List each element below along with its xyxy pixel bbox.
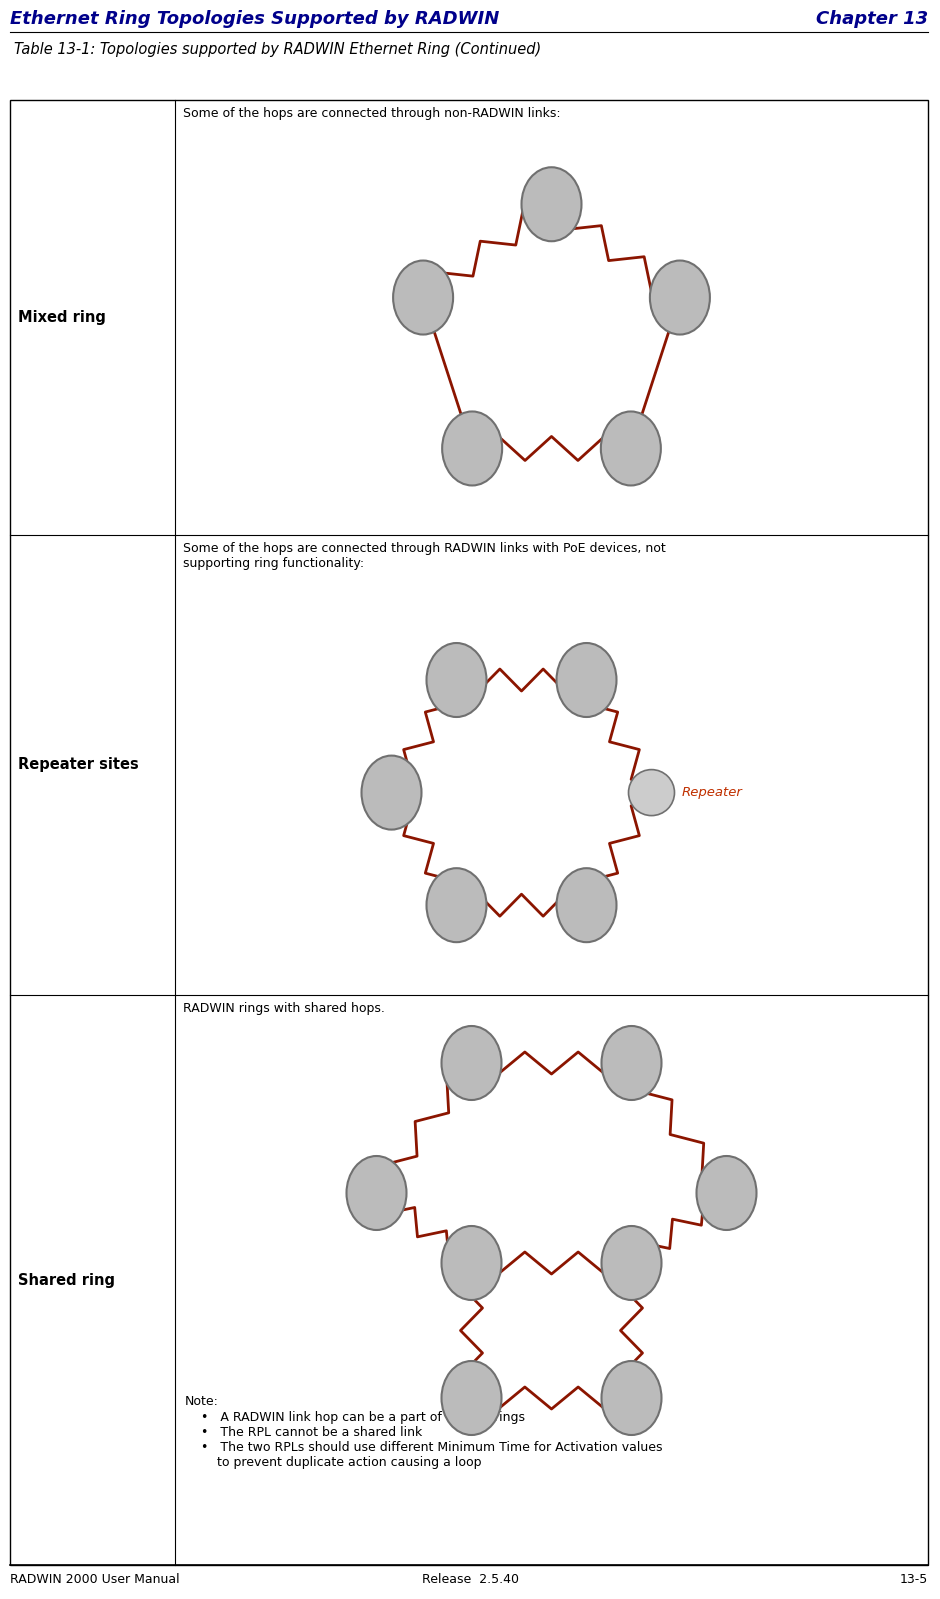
Text: 13-5: 13-5 xyxy=(900,1573,928,1586)
Ellipse shape xyxy=(427,868,487,942)
Ellipse shape xyxy=(442,411,502,486)
Text: Shared ring: Shared ring xyxy=(18,1273,115,1287)
Text: •   A RADWIN link hop can be a part of up to 4 rings: • A RADWIN link hop can be a part of up … xyxy=(185,1410,525,1425)
Text: Repeater sites: Repeater sites xyxy=(18,758,139,772)
Text: RADWIN rings with shared hops.: RADWIN rings with shared hops. xyxy=(183,1003,384,1015)
Ellipse shape xyxy=(442,1226,502,1300)
Text: Some of the hops are connected through non-RADWIN links:: Some of the hops are connected through n… xyxy=(183,107,560,120)
Ellipse shape xyxy=(602,1361,662,1434)
Ellipse shape xyxy=(347,1156,406,1230)
Ellipse shape xyxy=(393,261,453,334)
Ellipse shape xyxy=(556,868,617,942)
Text: Chapter 13: Chapter 13 xyxy=(816,10,928,29)
Text: Release  2.5.40: Release 2.5.40 xyxy=(421,1573,519,1586)
Text: •   The two RPLs should use different Minimum Time for Activation values: • The two RPLs should use different Mini… xyxy=(185,1441,663,1453)
Text: •   The RPL cannot be a shared link: • The RPL cannot be a shared link xyxy=(185,1426,422,1439)
Text: Some of the hops are connected through RADWIN links with PoE devices, not
suppor: Some of the hops are connected through R… xyxy=(183,542,666,569)
Ellipse shape xyxy=(442,1361,502,1434)
Ellipse shape xyxy=(601,411,661,486)
Text: Ethernet Ring Topologies Supported by RADWIN: Ethernet Ring Topologies Supported by RA… xyxy=(10,10,499,29)
Ellipse shape xyxy=(522,168,582,241)
Ellipse shape xyxy=(602,1027,662,1100)
Ellipse shape xyxy=(556,643,617,716)
Ellipse shape xyxy=(602,1226,662,1300)
Text: Note:: Note: xyxy=(185,1394,219,1409)
Text: Repeater: Repeater xyxy=(682,787,743,800)
Ellipse shape xyxy=(697,1156,757,1230)
Ellipse shape xyxy=(629,769,675,815)
Text: Mixed ring: Mixed ring xyxy=(18,310,106,325)
Ellipse shape xyxy=(442,1027,502,1100)
Text: RADWIN 2000 User Manual: RADWIN 2000 User Manual xyxy=(10,1573,180,1586)
Ellipse shape xyxy=(427,643,487,716)
Text: Table 13-1: Topologies supported by RADWIN Ethernet Ring (Continued): Table 13-1: Topologies supported by RADW… xyxy=(14,42,541,58)
Ellipse shape xyxy=(362,756,421,830)
Text: to prevent duplicate action causing a loop: to prevent duplicate action causing a lo… xyxy=(185,1457,481,1469)
Ellipse shape xyxy=(650,261,710,334)
